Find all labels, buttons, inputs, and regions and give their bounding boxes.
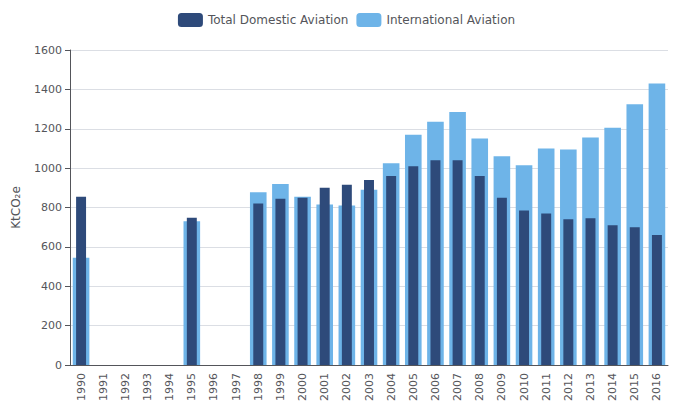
svg-text:800: 800 [41, 201, 62, 214]
svg-text:2003: 2003 [363, 373, 376, 401]
svg-text:1400: 1400 [34, 83, 62, 96]
svg-text:2000: 2000 [296, 373, 309, 401]
svg-text:2008: 2008 [473, 373, 486, 401]
svg-text:2010: 2010 [518, 373, 531, 401]
svg-text:2015: 2015 [628, 373, 641, 401]
svg-text:2004: 2004 [385, 373, 398, 401]
svg-text:1999: 1999 [274, 373, 287, 401]
svg-text:2012: 2012 [562, 373, 575, 401]
svg-text:2006: 2006 [429, 373, 442, 401]
svg-text:2009: 2009 [495, 373, 508, 401]
svg-text:1993: 1993 [141, 373, 154, 401]
svg-text:0: 0 [55, 359, 62, 372]
svg-text:1995: 1995 [185, 373, 198, 401]
svg-text:2007: 2007 [451, 373, 464, 401]
svg-text:2011: 2011 [540, 373, 553, 401]
svg-text:1996: 1996 [207, 373, 220, 401]
svg-text:1000: 1000 [34, 162, 62, 175]
svg-text:2005: 2005 [407, 373, 420, 401]
svg-text:2016: 2016 [650, 373, 663, 401]
svg-text:200: 200 [41, 319, 62, 332]
svg-text:600: 600 [41, 240, 62, 253]
svg-text:2013: 2013 [584, 373, 597, 401]
svg-text:1990: 1990 [75, 373, 88, 401]
svg-text:1997: 1997 [230, 373, 243, 401]
svg-text:1200: 1200 [34, 122, 62, 135]
svg-text:2001: 2001 [318, 373, 331, 401]
svg-text:1998: 1998 [252, 373, 265, 401]
svg-text:400: 400 [41, 280, 62, 293]
svg-text:KtCO₂e: KtCO₂e [9, 186, 23, 229]
svg-text:1992: 1992 [119, 373, 132, 401]
svg-text:Total Domestic Aviation: Total Domestic Aviation [207, 13, 348, 27]
svg-text:2014: 2014 [606, 373, 619, 401]
svg-text:1600: 1600 [34, 44, 62, 57]
svg-text:1991: 1991 [97, 373, 110, 401]
svg-text:International Aviation: International Aviation [386, 13, 515, 27]
svg-text:2002: 2002 [340, 373, 353, 401]
svg-text:1994: 1994 [163, 373, 176, 401]
